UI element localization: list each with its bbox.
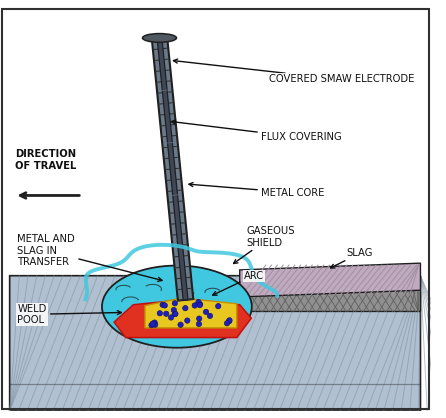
Circle shape bbox=[152, 320, 157, 325]
Text: COVERED SMAW ELECTRODE: COVERED SMAW ELECTRODE bbox=[173, 59, 414, 84]
Polygon shape bbox=[237, 276, 421, 311]
Circle shape bbox=[173, 311, 178, 316]
Circle shape bbox=[227, 319, 232, 324]
Polygon shape bbox=[145, 298, 237, 328]
Circle shape bbox=[171, 307, 177, 313]
Polygon shape bbox=[157, 38, 188, 300]
Circle shape bbox=[207, 313, 213, 319]
Text: ARC: ARC bbox=[213, 271, 264, 295]
Circle shape bbox=[172, 311, 178, 317]
Circle shape bbox=[198, 302, 203, 307]
Circle shape bbox=[150, 321, 155, 326]
Circle shape bbox=[153, 322, 158, 327]
Circle shape bbox=[185, 318, 190, 323]
Ellipse shape bbox=[102, 265, 252, 348]
Polygon shape bbox=[152, 37, 193, 301]
Circle shape bbox=[164, 311, 169, 316]
Ellipse shape bbox=[142, 33, 177, 42]
Circle shape bbox=[197, 316, 202, 321]
Circle shape bbox=[172, 301, 178, 306]
Circle shape bbox=[160, 302, 165, 308]
Circle shape bbox=[215, 303, 221, 309]
Circle shape bbox=[192, 303, 198, 308]
Circle shape bbox=[157, 311, 162, 316]
Circle shape bbox=[224, 321, 230, 326]
Text: WELD
POOL: WELD POOL bbox=[17, 303, 121, 325]
Circle shape bbox=[203, 309, 209, 315]
Circle shape bbox=[162, 303, 167, 308]
Circle shape bbox=[182, 306, 188, 311]
Text: FLUX COVERING: FLUX COVERING bbox=[172, 120, 342, 143]
Text: METAL AND
SLAG IN
TRANSFER: METAL AND SLAG IN TRANSFER bbox=[17, 234, 162, 281]
Polygon shape bbox=[114, 301, 251, 338]
Text: METAL CORE: METAL CORE bbox=[189, 183, 324, 198]
Circle shape bbox=[169, 315, 174, 320]
Circle shape bbox=[196, 321, 202, 327]
Circle shape bbox=[197, 302, 202, 308]
Circle shape bbox=[227, 318, 232, 323]
Text: DIRECTION
OF TRAVEL: DIRECTION OF TRAVEL bbox=[16, 149, 77, 171]
Polygon shape bbox=[10, 276, 421, 411]
Polygon shape bbox=[240, 263, 421, 297]
Circle shape bbox=[149, 323, 154, 328]
Circle shape bbox=[178, 322, 183, 327]
Circle shape bbox=[196, 299, 201, 305]
Text: SLAG: SLAG bbox=[330, 248, 372, 268]
Text: GASEOUS
SHIELD: GASEOUS SHIELD bbox=[234, 226, 295, 263]
